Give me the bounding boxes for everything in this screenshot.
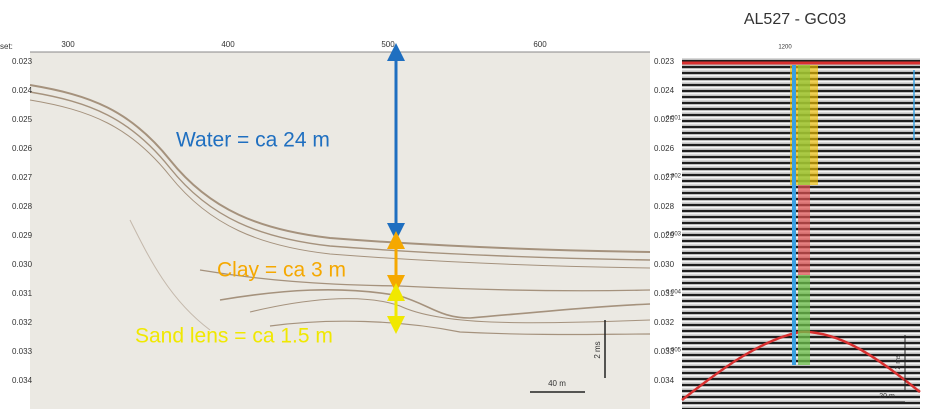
seismic-background	[30, 52, 650, 409]
core-segment	[798, 185, 810, 275]
y-label-left: 0.032	[12, 318, 33, 327]
sand-annotation: Sand lens = ca 1.5 m	[135, 325, 333, 348]
y-label-right: 0.023	[654, 57, 675, 66]
distance-scale-label: 20 m	[879, 393, 895, 400]
y-label-left: 0.024	[12, 86, 33, 95]
figure: set: Water = ca 24 m Clay = ca 3 m Sand …	[0, 0, 935, 409]
x-label: 400	[221, 40, 235, 49]
y-label-right: 0.032	[654, 318, 675, 327]
y-label-right: 0.026	[654, 144, 675, 153]
x-label: 1200	[778, 45, 792, 51]
y-label-right: 0.034	[654, 376, 675, 385]
y-label-left: 0.025	[12, 115, 33, 124]
distance-scale-label: 40 m	[548, 379, 566, 388]
y-label-left: 0.031	[12, 289, 33, 298]
core-segment	[798, 65, 810, 185]
y-label-left: 0.028	[12, 202, 33, 211]
core-y-label: 0.005	[666, 348, 682, 354]
clay-annotation: Clay = ca 3 m	[217, 259, 346, 282]
core-segment	[798, 275, 810, 365]
y-label-right: 0.028	[654, 202, 675, 211]
core-y-label: 0.002	[666, 174, 682, 180]
core-y-label: 0.001	[666, 116, 682, 122]
y-label-left: 0.034	[12, 376, 33, 385]
core-y-label: 0.003	[666, 232, 682, 238]
y-label-left: 0.030	[12, 260, 33, 269]
y-label-right: 0.024	[654, 86, 675, 95]
core-y-label: 0.004	[666, 290, 682, 296]
left-panel: set: Water = ca 24 m Clay = ca 3 m Sand …	[0, 42, 650, 409]
y-label-left: 0.033	[12, 347, 33, 356]
y-label-left: 0.026	[12, 144, 33, 153]
x-label: 500	[381, 40, 395, 49]
y-label-right: 0.030	[654, 260, 675, 269]
core-title: AL527 - GC03	[744, 11, 846, 28]
x-label: 300	[61, 40, 75, 49]
x-label: 600	[533, 40, 547, 49]
y-label-left: 0.029	[12, 231, 33, 240]
offset-label: set:	[0, 42, 13, 51]
right-panel: AL527 - GC03 1200 2 ms 20 m	[682, 11, 920, 409]
time-scale-label: 2 ms	[895, 354, 902, 370]
time-scale-label: 2 ms	[593, 341, 602, 358]
y-label-left: 0.023	[12, 57, 33, 66]
y-label-left: 0.027	[12, 173, 33, 182]
water-annotation: Water = ca 24 m	[176, 129, 330, 152]
